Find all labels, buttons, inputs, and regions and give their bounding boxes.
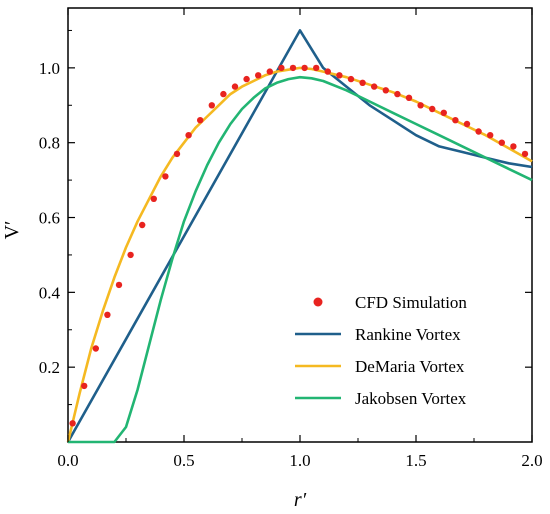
- cfd-point: [231, 83, 239, 90]
- cfd-point: [150, 195, 157, 202]
- cfd-point: [185, 132, 192, 139]
- x-tick-label: 2.0: [521, 451, 542, 470]
- cfd-point: [69, 420, 76, 427]
- plot-area: 0.0 0.5 1.0 1.5 2.0 0.2 0.4 0.6 0.8 1.0: [39, 7, 543, 470]
- cfd-point: [336, 72, 343, 79]
- cfd-point: [487, 132, 494, 139]
- cfd-point: [359, 79, 366, 87]
- cfd-point: [417, 102, 424, 109]
- cfd-point: [301, 64, 308, 72]
- legend: CFD Simulation Rankine Vortex DeMaria Vort…: [295, 293, 467, 408]
- cfd-point: [475, 128, 482, 135]
- cfd-point: [255, 72, 262, 79]
- cfd-point: [429, 105, 436, 113]
- cfd-point: [452, 117, 459, 124]
- cfd-point: [498, 139, 505, 146]
- cfd-point: [92, 345, 100, 352]
- series-line-rankine-vortex: [66, 29, 533, 443]
- cfd-point: [440, 109, 447, 117]
- y-tick-label: 0.4: [39, 283, 61, 302]
- cfd-point: [115, 281, 123, 289]
- cfd-point: [104, 311, 111, 318]
- cfd-point: [347, 75, 355, 83]
- cfd-point: [243, 75, 250, 83]
- cfd-point: [510, 143, 517, 150]
- cfd-point: [81, 382, 88, 390]
- x-axis-title: r′: [294, 489, 307, 511]
- cfd-point: [220, 90, 227, 98]
- x-tick-label: 0.5: [173, 451, 194, 470]
- cfd-point: [324, 68, 331, 75]
- cfd-point: [173, 150, 181, 158]
- y-tick-label: 0.8: [39, 134, 60, 153]
- cfd-point: [371, 83, 378, 90]
- cfd-point: [289, 64, 297, 72]
- ticks-layer: 0.0 0.5 1.0 1.5 2.0 0.2 0.4 0.6 0.8 1.0: [39, 8, 543, 470]
- x-tick-label: 1.5: [405, 451, 426, 470]
- cfd-point: [266, 68, 273, 75]
- cfd-point: [521, 150, 529, 158]
- y-tick-label: 0.6: [39, 209, 60, 228]
- legend-label-demaria-vortex: DeMaria Vortex: [355, 357, 465, 376]
- x-tick-label: 1.0: [289, 451, 310, 470]
- x-tick-label: 0.0: [57, 451, 78, 470]
- cfd-point: [313, 64, 320, 72]
- cfd-point: [162, 173, 169, 180]
- cfd-point: [463, 120, 471, 128]
- y-tick-label: 0.2: [39, 358, 60, 377]
- cfd-point: [208, 102, 215, 109]
- legend-label-cfd-simulation: CFD Simulation: [355, 293, 467, 312]
- legend-label-rankine-vortex: Rankine Vortex: [355, 325, 461, 344]
- plot-frame: [67, 7, 533, 443]
- cfd-point: [197, 117, 204, 124]
- cfd-point: [278, 64, 285, 72]
- series-layer: [66, 29, 533, 444]
- cfd-point: [382, 87, 389, 94]
- cfd-point: [139, 221, 146, 229]
- cfd-point: [394, 90, 401, 98]
- cfd-point: [405, 94, 413, 102]
- y-axis-title: V′: [1, 221, 23, 240]
- series-line-demaria-vortex: [66, 66, 533, 443]
- series-line-jakobsen-vortex: [68, 75, 533, 444]
- legend-swatch-cfd-simulation: [313, 297, 323, 307]
- y-tick-label: 1.0: [39, 59, 60, 78]
- cfd-point: [127, 251, 134, 259]
- legend-label-jakobsen-vortex: Jakobsen Vortex: [355, 389, 467, 408]
